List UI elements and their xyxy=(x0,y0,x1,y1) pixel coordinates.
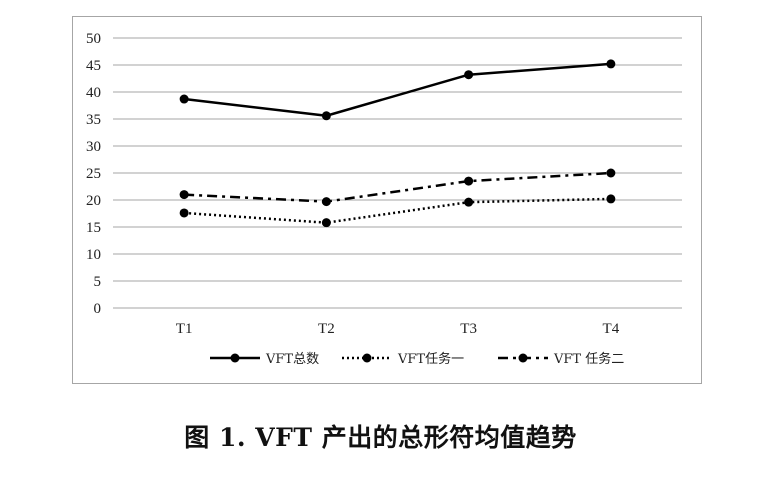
data-point-series-3 xyxy=(321,197,331,207)
y-tick-label: 20 xyxy=(86,193,101,209)
y-tick-label: 45 xyxy=(86,58,101,74)
data-point-series-3 xyxy=(464,176,474,186)
legend-marker-2 xyxy=(362,353,372,363)
x-tick-label: T2 xyxy=(318,321,335,337)
chart-svg: 0 5 10 15 20 25 30 35 40 45 50 T1 T2 T3 T4 VFT总数 VFT任务一 V… xyxy=(86,31,682,367)
data-point-series-2 xyxy=(321,218,331,228)
legend-label-2: VFT任务一 xyxy=(397,351,464,367)
legend-marker-3 xyxy=(518,353,528,363)
data-point-series-1 xyxy=(606,59,616,69)
data-point-series-3 xyxy=(606,168,616,178)
data-point-series-3 xyxy=(179,190,189,200)
y-tick-label: 15 xyxy=(86,220,101,236)
y-tick-label: 10 xyxy=(86,247,101,263)
x-tick-label: T4 xyxy=(603,321,620,337)
chart-frame xyxy=(72,16,702,384)
series-line-3 xyxy=(184,171,611,203)
y-tick-label: 25 xyxy=(86,166,101,182)
data-point-series-2 xyxy=(464,197,474,207)
data-point-series-1 xyxy=(464,70,474,80)
legend-label-3: VFT 任务二 xyxy=(553,351,624,367)
y-tick-label: 50 xyxy=(86,31,101,47)
y-tick-label: 0 xyxy=(94,301,102,317)
x-tick-label: T1 xyxy=(176,321,193,337)
y-tick-label: 35 xyxy=(86,112,101,128)
data-point-series-2 xyxy=(606,194,616,204)
series-line-2 xyxy=(184,197,611,224)
figure-caption: 图 1. VFT 产出的总形符均值趋势 xyxy=(184,423,577,452)
y-tick-label: 30 xyxy=(86,139,101,155)
series-line-1 xyxy=(183,62,611,118)
data-point-series-1 xyxy=(179,94,189,104)
x-tick-label: T3 xyxy=(460,321,477,337)
data-point-series-1 xyxy=(321,111,331,121)
y-tick-label: 40 xyxy=(86,85,101,101)
data-point-series-2 xyxy=(179,208,189,218)
legend-marker-1 xyxy=(230,353,240,363)
y-tick-label: 5 xyxy=(94,274,102,290)
legend-label-1: VFT总数 xyxy=(265,352,319,367)
